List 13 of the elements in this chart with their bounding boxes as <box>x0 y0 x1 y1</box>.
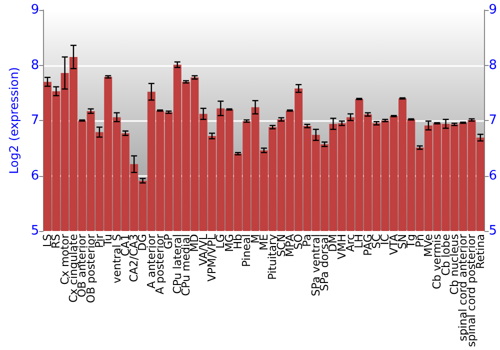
y2-tick-label: 7 <box>488 113 498 128</box>
y-tick-label: 8 <box>30 58 40 73</box>
y2-tick-label: 6 <box>488 168 498 184</box>
y2-tick-label: 9 <box>488 2 498 18</box>
y-tick-label: 6 <box>30 168 40 184</box>
x-tick-label: Pituitary <box>266 234 280 280</box>
y2-tick-label: 5 <box>488 224 498 239</box>
x-tick-label: A posterior <box>154 234 167 294</box>
y2-tick-label: 8 <box>488 58 498 73</box>
y-tick-label: 5 <box>30 224 40 239</box>
y-tick-label: 9 <box>30 2 40 18</box>
y-tick-label: 7 <box>30 113 40 128</box>
y-axis-title: Log2 (expression) <box>7 67 21 174</box>
